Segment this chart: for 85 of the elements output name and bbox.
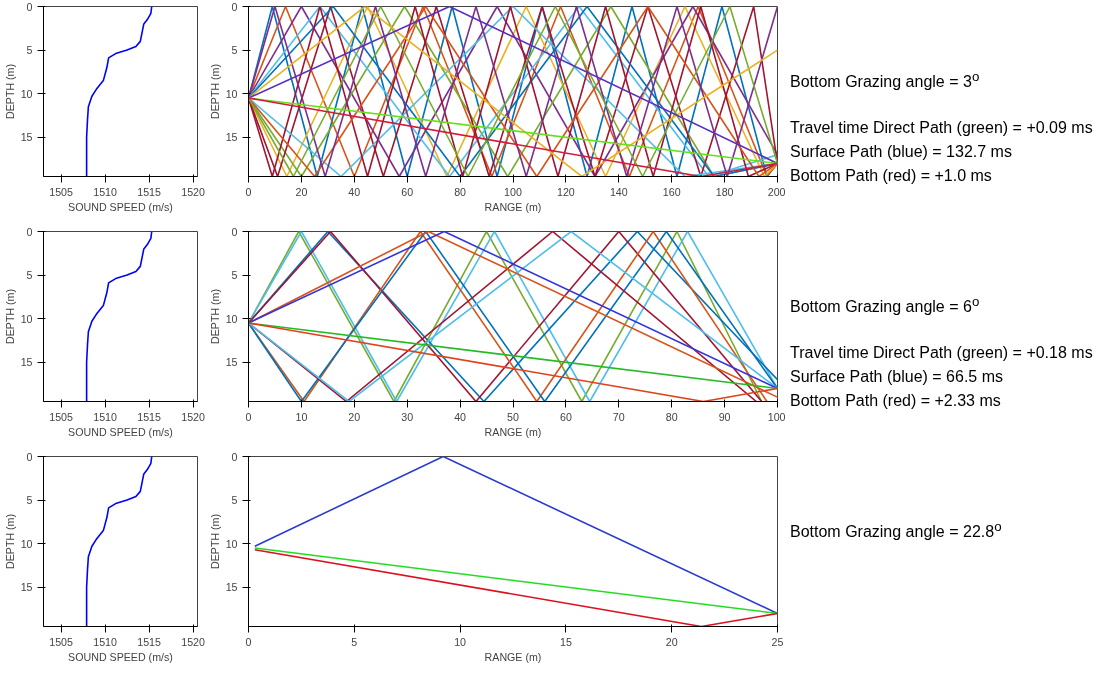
y-tick-label: 10 bbox=[225, 312, 238, 325]
y-tick-label: 15 bbox=[225, 581, 238, 594]
x-tick-label: 5 bbox=[351, 635, 358, 648]
y-tick-label: 5 bbox=[26, 44, 33, 57]
x-tick-label: 25 bbox=[771, 635, 784, 648]
x-tick-label: 80 bbox=[665, 410, 678, 423]
y-tick-label: 15 bbox=[20, 581, 33, 594]
y-tick-label: 10 bbox=[20, 87, 33, 100]
y-tick-label: 5 bbox=[231, 269, 238, 282]
x-tick-label: 1515 bbox=[137, 635, 162, 648]
text: Travel time Direct Path (green) = +0.09 ms bbox=[790, 118, 1093, 139]
x-axis-title: RANGE (m) bbox=[484, 200, 542, 213]
x-axis-title: SOUND SPEED (m/s) bbox=[68, 200, 173, 213]
x-axis-title: SOUND SPEED (m/s) bbox=[68, 650, 173, 663]
y-tick-label: 15 bbox=[20, 356, 33, 369]
y-tick-label: 0 bbox=[231, 0, 238, 13]
y-tick-label: 0 bbox=[26, 0, 33, 13]
x-tick-label: 1515 bbox=[137, 410, 162, 423]
y-tick-label: 0 bbox=[26, 225, 33, 238]
x-tick-label: 80 bbox=[454, 185, 467, 198]
x-tick-label: 20 bbox=[295, 185, 308, 198]
x-tick-label: 50 bbox=[507, 410, 519, 423]
y-tick-label: 5 bbox=[231, 494, 238, 507]
x-tick-label: 1520 bbox=[181, 410, 206, 423]
text: Bottom Grazing angle = 3$^{o}$ bbox=[790, 68, 981, 93]
y-tick-label: 10 bbox=[225, 87, 238, 100]
x-tick-label: 0 bbox=[245, 635, 252, 648]
text: Bottom Path (red) = +1.0 ms bbox=[790, 166, 993, 187]
x-tick-label: 20 bbox=[348, 410, 361, 423]
x-tick-label: 100 bbox=[504, 185, 522, 198]
x-axis-title: SOUND SPEED (m/s) bbox=[68, 425, 173, 438]
x-tick-label: 0 bbox=[245, 410, 252, 423]
y-axis-title: DEPTH (m) bbox=[3, 63, 16, 120]
y-tick-label: 15 bbox=[225, 356, 238, 369]
text: Bottom Grazing angle = 6$^{o}$ bbox=[790, 293, 981, 318]
x-tick-label: 1510 bbox=[93, 635, 118, 648]
x-tick-label: 15 bbox=[559, 635, 572, 648]
x-tick-label: 1510 bbox=[93, 410, 118, 423]
x-tick-label: 20 bbox=[665, 635, 678, 648]
y-axis-title: DEPTH (m) bbox=[3, 288, 16, 345]
x-tick-label: 140 bbox=[609, 185, 628, 198]
y-tick-label: 10 bbox=[20, 537, 33, 550]
x-tick-label: 70 bbox=[612, 410, 625, 423]
x-tick-label: 1510 bbox=[93, 185, 118, 198]
x-tick-label: 1520 bbox=[181, 185, 206, 198]
x-tick-label: 30 bbox=[401, 410, 414, 423]
x-tick-label: 120 bbox=[557, 185, 575, 198]
text: Surface Path (blue) = 66.5 ms bbox=[790, 367, 1004, 388]
x-tick-label: 200 bbox=[767, 185, 786, 198]
x-tick-label: 40 bbox=[454, 410, 467, 423]
x-axis-title: RANGE (m) bbox=[484, 425, 542, 438]
x-tick-label: 10 bbox=[295, 410, 308, 423]
y-axis-title: DEPTH (m) bbox=[208, 513, 221, 570]
x-tick-label: 100 bbox=[767, 410, 786, 423]
x-tick-label: 180 bbox=[715, 185, 734, 198]
x-tick-label: 160 bbox=[662, 185, 681, 198]
y-tick-label: 10 bbox=[20, 312, 33, 325]
x-tick-label: 1505 bbox=[49, 635, 74, 648]
y-tick-label: 5 bbox=[26, 494, 33, 507]
y-tick-label: 5 bbox=[231, 44, 238, 57]
x-tick-label: 10 bbox=[454, 635, 467, 648]
y-tick-label: 10 bbox=[225, 537, 238, 550]
x-tick-label: 1505 bbox=[49, 185, 74, 198]
x-tick-label: 1515 bbox=[137, 185, 162, 198]
text: Bottom Grazing angle = 22.8$^{o}$ bbox=[790, 518, 1002, 543]
x-tick-label: 60 bbox=[559, 410, 572, 423]
y-tick-label: 0 bbox=[231, 225, 238, 238]
x-tick-label: 90 bbox=[718, 410, 731, 423]
text: Surface Path (blue) = 132.7 ms bbox=[790, 142, 1013, 163]
x-tick-label: 1505 bbox=[49, 410, 74, 423]
x-tick-label: 1520 bbox=[181, 635, 206, 648]
x-tick-label: 0 bbox=[245, 185, 252, 198]
y-tick-label: 15 bbox=[20, 131, 33, 144]
y-tick-label: 5 bbox=[26, 269, 33, 282]
y-axis-title: DEPTH (m) bbox=[208, 63, 221, 120]
x-tick-label: 60 bbox=[401, 185, 414, 198]
x-tick-label: 40 bbox=[348, 185, 361, 198]
y-tick-label: 0 bbox=[231, 450, 238, 463]
text: Bottom Path (red) = +2.33 ms bbox=[790, 391, 1002, 412]
x-axis-title: RANGE (m) bbox=[484, 650, 542, 663]
y-axis-title: DEPTH (m) bbox=[3, 513, 16, 570]
y-tick-label: 15 bbox=[225, 131, 238, 144]
text: Travel time Direct Path (green) = +0.18 ms bbox=[790, 343, 1093, 364]
y-tick-label: 0 bbox=[26, 450, 33, 463]
y-axis-title: DEPTH (m) bbox=[208, 288, 221, 345]
